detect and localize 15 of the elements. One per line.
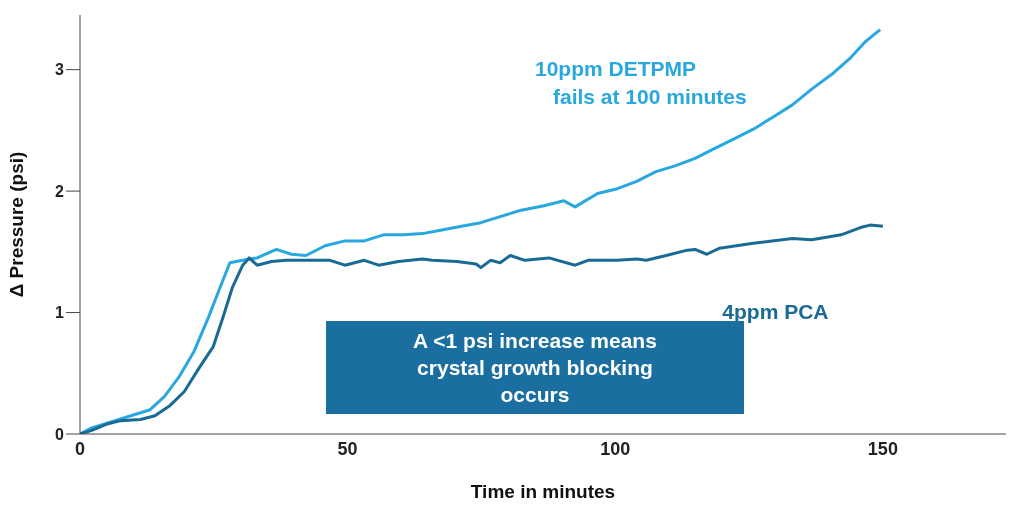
text: 10ppm DETPMP xyxy=(534,56,697,83)
line-series xyxy=(80,28,882,434)
y-tick-label: 1 xyxy=(55,304,65,322)
annotation: fails at 100 minutes xyxy=(552,84,747,111)
y-axis-title: Δ Pressure (psi) xyxy=(5,151,27,298)
x-tick-label: 50 xyxy=(337,438,358,459)
y-tick-label: 3 xyxy=(55,61,65,79)
x-tick-label: 150 xyxy=(867,438,898,459)
line-series xyxy=(80,223,885,434)
x-tick-label: 0 xyxy=(74,438,86,459)
x-tick-label: 100 xyxy=(600,438,631,459)
y-tick-label: 2 xyxy=(55,182,65,200)
text-box: A <1 psi increase means crystal growth blocking occurs xyxy=(326,321,744,415)
y-tick-label: 0 xyxy=(55,425,65,443)
x-axis-title: Time in minutes xyxy=(470,481,616,502)
